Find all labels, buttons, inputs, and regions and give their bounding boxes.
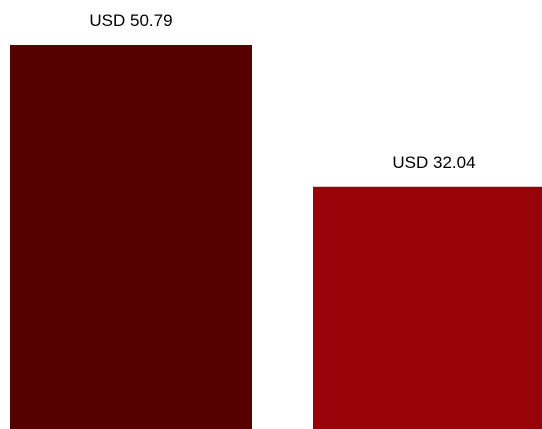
bar-1 xyxy=(10,45,252,429)
bar-2-value-label: USD 32.04 xyxy=(392,153,475,172)
bar-1-value-label: USD 50.79 xyxy=(89,11,172,30)
bar-2 xyxy=(313,186,542,429)
